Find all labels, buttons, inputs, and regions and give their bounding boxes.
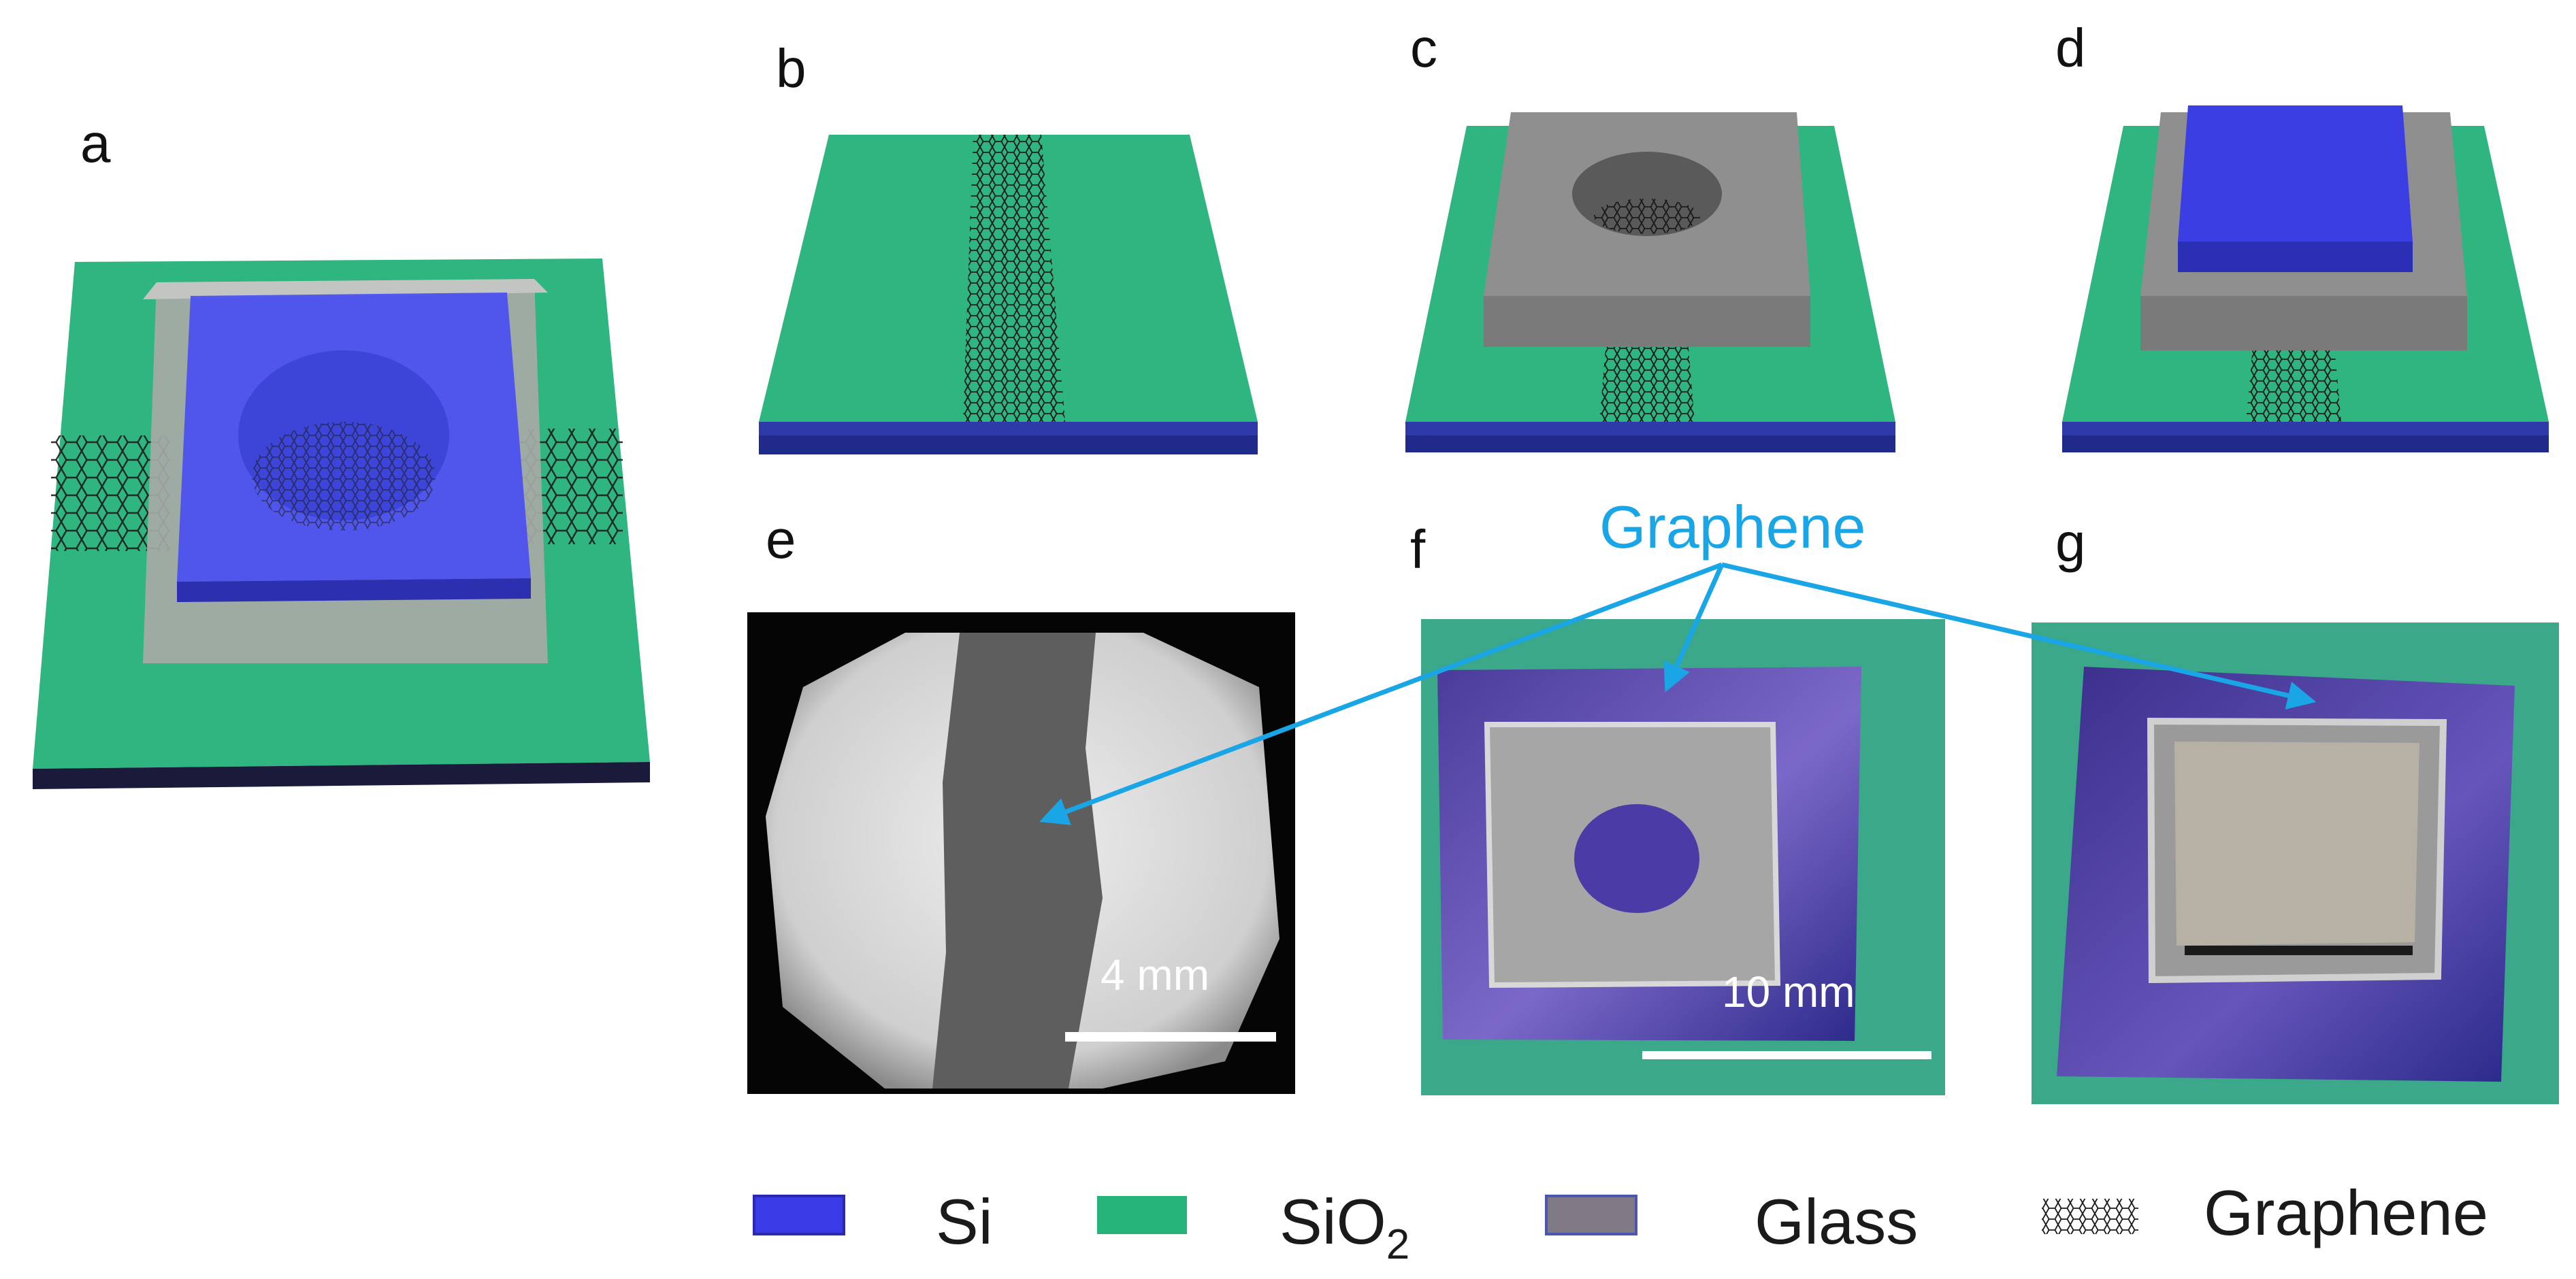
legend-swatch-graphene: [2042, 1199, 2138, 1234]
legend-swatch-glass: [1545, 1195, 1637, 1235]
legend-label-graphene: Graphene: [2204, 1177, 2488, 1248]
panel-label-a: a: [80, 113, 111, 173]
annotation-arrows: [1039, 562, 2317, 825]
scale-label-e: 4 mm: [1100, 950, 1209, 999]
legend-label-sio2: SiO2: [1279, 1186, 1409, 1268]
arrow-to-panel-e: [1039, 562, 1723, 825]
panel-b-device: [759, 135, 1258, 454]
panel-a-device: [33, 259, 650, 789]
panel-label-e: e: [766, 509, 796, 569]
legend-label-si: Si: [936, 1186, 993, 1257]
panel-g-photo: [2032, 622, 2559, 1104]
legend-swatch-sio2: [1097, 1196, 1187, 1234]
legend-label-glass: Glass: [1755, 1186, 1918, 1257]
arrow-to-panel-f: [1663, 563, 1725, 693]
panel-label-c: c: [1410, 18, 1437, 78]
scale-bar-e: [1065, 1032, 1276, 1042]
panel-label-f: f: [1410, 519, 1426, 580]
scale-label-f: 10 mm: [1722, 967, 1855, 1016]
legend: Si SiO2 Glass Graphene: [753, 1177, 2488, 1268]
panel-d-device: [2062, 105, 2549, 452]
panel-label-d: d: [2055, 18, 2086, 78]
legend-swatch-si: [753, 1195, 845, 1235]
arrow-to-panel-g: [1721, 562, 2317, 710]
panel-label-b: b: [776, 38, 806, 99]
graphene-annotation: Graphene: [1599, 493, 1865, 561]
scale-bar-f: [1642, 1051, 1931, 1059]
panel-label-g: g: [2055, 512, 2086, 573]
panel-e-image: 4 mm: [747, 612, 1295, 1094]
panel-f-photo: 10 mm: [1421, 619, 1945, 1095]
panel-c-device: [1405, 112, 1895, 452]
